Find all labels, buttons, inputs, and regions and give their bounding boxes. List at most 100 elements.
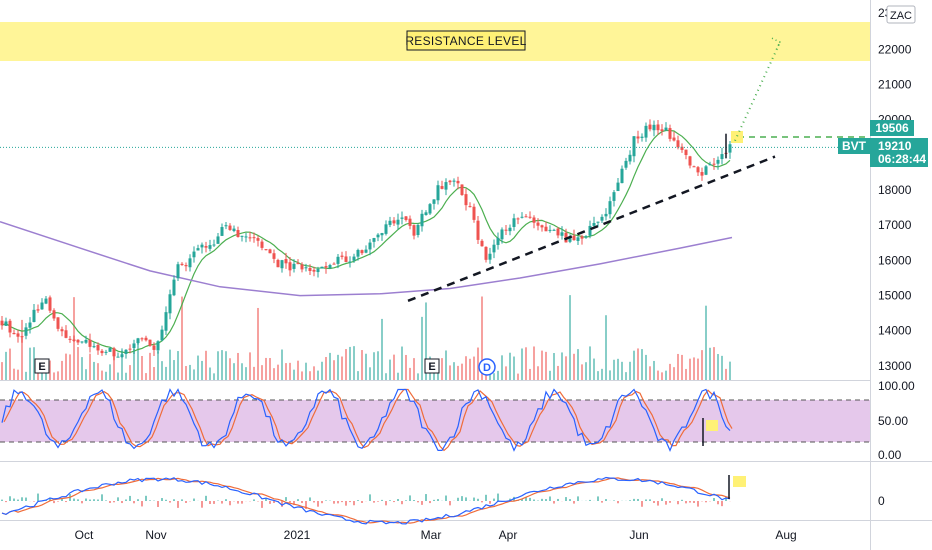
candle-body: [348, 261, 352, 263]
svg-text:50.00: 50.00: [878, 414, 908, 428]
volume-bar: [505, 366, 507, 380]
candle-body: [84, 339, 88, 343]
macd-histogram-bar: [541, 498, 543, 501]
volume-bar: [697, 358, 699, 380]
candle-body: [120, 354, 124, 358]
macd-histogram-bar: [121, 501, 123, 504]
macd-histogram-bar: [325, 500, 327, 501]
macd-histogram-bar: [525, 497, 527, 501]
svg-text:Aug: Aug: [775, 528, 796, 542]
candle-body: [108, 347, 112, 352]
candle-body: [608, 201, 612, 215]
volume-bar: [141, 356, 143, 380]
candle-body: [648, 124, 652, 130]
candle-body: [452, 180, 456, 182]
svg-text:Jun: Jun: [629, 528, 648, 542]
volume-bar: [661, 372, 663, 380]
volume-bar: [213, 373, 215, 380]
candle-body: [292, 263, 296, 269]
macd-histogram-bar: [573, 501, 575, 504]
candle-body: [516, 218, 520, 220]
candle-body: [280, 260, 284, 269]
candle-body: [60, 329, 64, 332]
candle-body: [176, 264, 180, 279]
time-axis[interactable]: Oct Nov 2021 Mar Apr Jun Aug: [75, 528, 797, 542]
volume-bar: [557, 365, 559, 380]
macd-histogram-bar: [261, 501, 263, 508]
candle-body: [464, 194, 468, 206]
resistance-label-box: [406, 30, 526, 51]
candle-body: [144, 337, 148, 341]
candle-body: [496, 237, 500, 245]
candle-body: [192, 251, 196, 258]
candle-body: [324, 266, 328, 268]
candle-body: [32, 309, 36, 322]
candle-body: [604, 213, 608, 217]
macd-histogram-bar: [693, 501, 695, 503]
volume-bar: [65, 353, 67, 380]
macd-histogram-bar: [265, 498, 267, 501]
volume-bar: [549, 370, 551, 380]
volume-bar: [9, 348, 11, 380]
macd-histogram-bar: [297, 499, 299, 501]
volume-bar: [409, 367, 411, 380]
macd-histogram-bar: [317, 501, 319, 507]
macd-histogram-bar: [565, 497, 567, 501]
candle-body: [408, 218, 412, 226]
volume-bar: [513, 356, 515, 380]
candle-body: [100, 350, 104, 354]
candle-body: [632, 136, 636, 157]
macd-histogram-bar: [81, 501, 83, 504]
volume-bar: [541, 350, 543, 380]
volume-bar: [265, 357, 267, 380]
macd-histogram-bar: [25, 497, 27, 501]
macd-histogram-bar: [417, 501, 419, 503]
candle-body: [44, 298, 48, 304]
macd-histogram-bar: [489, 501, 491, 504]
stochastic-axis: 100.00 50.00 0.00: [878, 379, 915, 462]
volume-bar: [329, 352, 331, 380]
candle-body: [684, 149, 688, 156]
volume-bar: [701, 350, 703, 380]
candle-body: [412, 225, 416, 236]
candle-body: [272, 253, 276, 259]
candle-body: [372, 238, 376, 242]
candle-body: [320, 266, 324, 269]
volume-bar: [85, 369, 87, 380]
earnings-marker[interactable]: E: [34, 358, 50, 374]
dividend-marker[interactable]: D: [478, 358, 496, 376]
candle-body: [692, 166, 696, 168]
volume-bar: [165, 366, 167, 380]
svg-text:ZAC: ZAC: [890, 10, 912, 22]
candle-body: [660, 129, 664, 132]
macd-histogram-bar: [589, 499, 591, 501]
volume-bar: [149, 352, 151, 380]
candle-body: [156, 341, 160, 351]
candle-body: [64, 330, 68, 338]
candle-body: [436, 185, 440, 201]
svg-text:E: E: [38, 361, 45, 373]
candle-body: [704, 166, 708, 175]
candle-body: [592, 223, 596, 226]
volume-bar: [645, 354, 647, 380]
volume-bar: [277, 364, 279, 380]
candle-body: [140, 338, 144, 340]
candle-body: [208, 245, 212, 249]
volume-bar: [629, 361, 631, 380]
macd-histogram-bar: [145, 495, 147, 501]
candle-body: [480, 240, 484, 247]
price-axis[interactable]: 1300014000150001600017000180001900020000…: [878, 6, 912, 373]
macd-histogram-bar: [125, 499, 127, 501]
volume-bar: [477, 347, 479, 380]
candle-body: [152, 345, 156, 350]
macd-histogram-bar: [85, 498, 87, 501]
candle-body: [688, 156, 692, 166]
earnings-marker[interactable]: E: [424, 358, 440, 374]
candle-body: [260, 241, 264, 248]
macd-histogram-bar: [429, 501, 431, 504]
svg-text:Apr: Apr: [499, 528, 518, 542]
macd-histogram-bar: [109, 501, 111, 503]
macd-histogram-bar: [149, 500, 151, 501]
macd-histogram-bar: [221, 501, 223, 504]
macd-histogram-bar: [289, 501, 291, 503]
